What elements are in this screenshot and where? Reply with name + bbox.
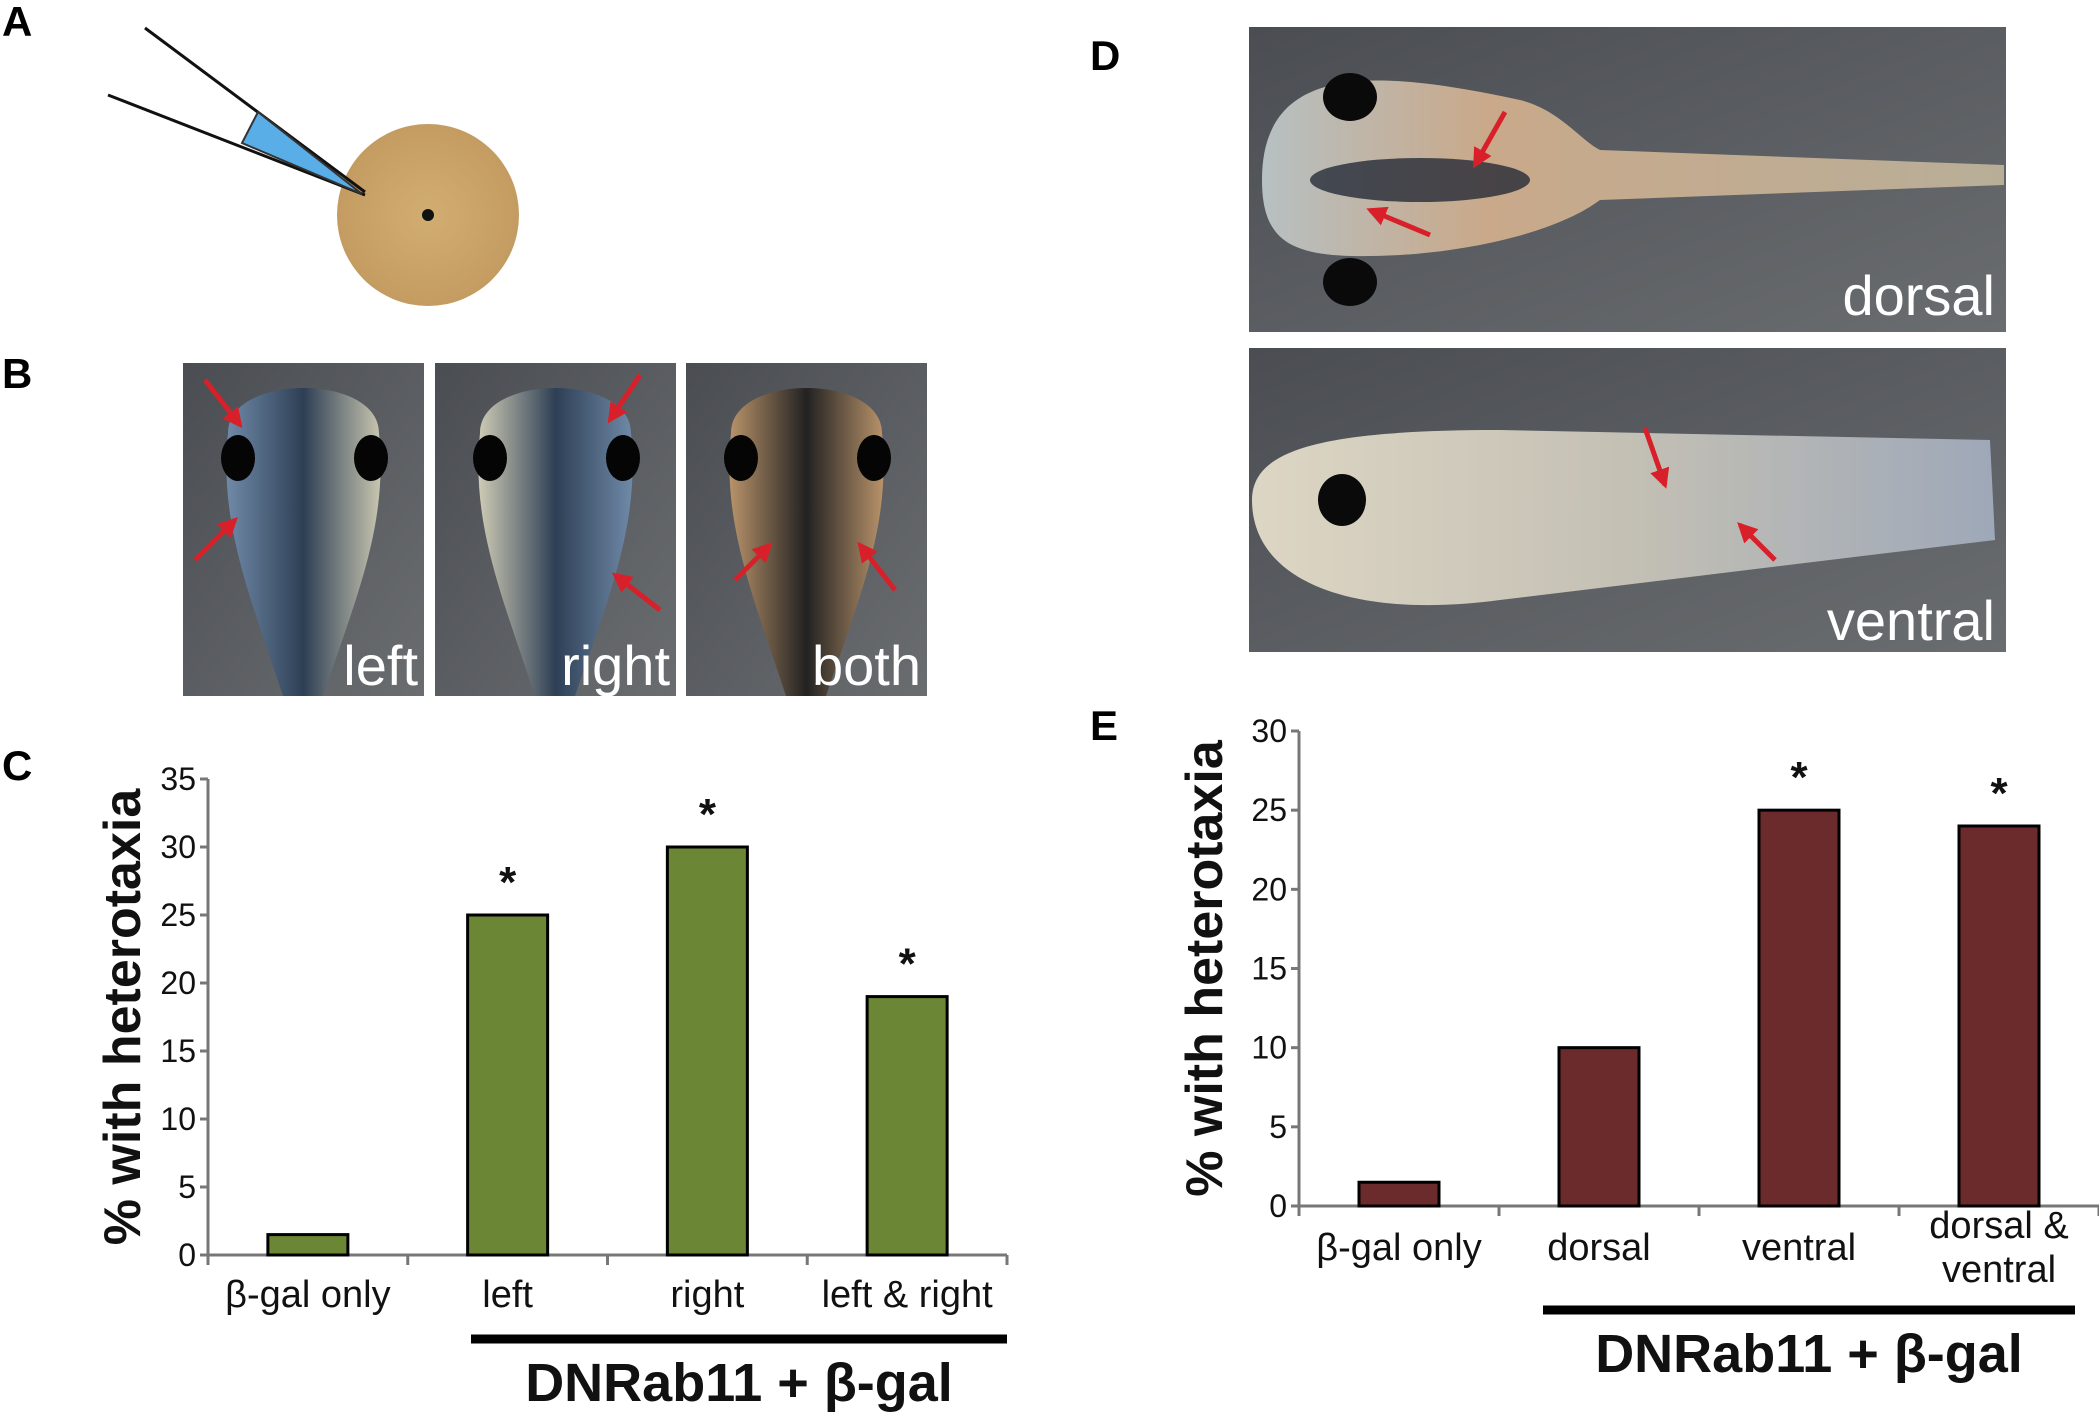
tadpole-photo-both: both: [686, 363, 927, 697]
panel-label-d: D: [1090, 32, 1120, 79]
y-tick-label: 15: [1251, 951, 1287, 987]
panel-label-a: A: [2, 0, 32, 45]
y-tick-label: 35: [160, 761, 196, 797]
y-tick-label: 0: [1269, 1188, 1287, 1224]
photo-label-ventral: ventral: [1827, 589, 1995, 652]
group-label: DNRab11 + β-gal: [1595, 1324, 2023, 1384]
y-tick-label: 15: [160, 1033, 196, 1069]
bar: [1357, 1180, 1441, 1208]
photo-label-right: right: [561, 634, 670, 697]
photo-label-left: left: [343, 634, 418, 697]
bar: [266, 1233, 350, 1257]
y-tick-label: 30: [1251, 713, 1287, 749]
x-tick-label: dorsal & ventral: [1929, 1205, 2068, 1291]
y-tick-label: 20: [1251, 871, 1287, 907]
panel-label-c: C: [2, 742, 32, 789]
significance-marker: *: [899, 940, 917, 989]
panel-label-e: E: [1090, 702, 1118, 749]
bar: [1957, 824, 2041, 1208]
needle-fluid: [240, 110, 363, 195]
significance-marker: *: [1790, 753, 1808, 802]
photo-label-dorsal: dorsal: [1842, 264, 1995, 327]
x-tick-label: β-gal only: [225, 1274, 391, 1316]
red-arrow-icon: [193, 517, 238, 562]
x-tick-label: dorsal: [1547, 1227, 1651, 1269]
red-arrow-icon: [611, 572, 662, 612]
tadpole-photo-right: right: [435, 363, 676, 697]
significance-marker: *: [499, 858, 517, 907]
red-arrow-icon: [203, 378, 243, 429]
bar-chart-e: 0 5 10 15 20 25 30 β-gal only dorsal * ventral * dor…: [1176, 713, 2099, 1384]
red-arrow-icon: [733, 542, 773, 582]
egg-nucleus: [422, 209, 434, 221]
red-arrow-icon: [607, 373, 643, 424]
bar: [665, 845, 749, 1257]
tadpole-photo-left: left: [183, 363, 424, 697]
red-arrow-icon: [857, 541, 897, 592]
y-axis-label: % with heterotaxia: [94, 788, 152, 1246]
tadpole-photos-b: left right both: [183, 363, 927, 697]
y-tick-label: 5: [178, 1169, 196, 1205]
group-label: DNRab11 + β-gal: [525, 1353, 953, 1413]
tadpole-photo-dorsal: dorsal: [1249, 27, 2006, 332]
bar-chart-c: 0 5 10 15 20 25 30 35 β-gal only * left * right * left…: [94, 761, 1009, 1413]
photo-label-both: both: [812, 634, 921, 697]
y-tick-label: 10: [160, 1101, 196, 1137]
y-tick-label: 20: [160, 965, 196, 1001]
x-tick-label: ventral: [1742, 1227, 1856, 1269]
bar: [1757, 808, 1841, 1208]
pipette-edge-bottom: [107, 93, 366, 197]
y-tick-label: 25: [1251, 792, 1287, 828]
x-tick-label: left: [482, 1274, 533, 1316]
x-tick-label: β-gal only: [1316, 1227, 1482, 1269]
y-tick-label: 5: [1269, 1109, 1287, 1145]
bar: [466, 913, 550, 1257]
x-tick-label: right: [670, 1274, 744, 1316]
bar: [1557, 1046, 1641, 1208]
injection-diagram: [107, 26, 519, 306]
panel-label-b: B: [2, 350, 32, 397]
y-tick-label: 0: [178, 1237, 196, 1273]
y-tick-label: 10: [1251, 1030, 1287, 1066]
significance-marker: *: [1990, 769, 2008, 818]
significance-marker: *: [699, 790, 717, 839]
pipette-edge-top: [144, 26, 366, 194]
bar: [865, 995, 949, 1257]
y-tick-label: 25: [160, 897, 196, 933]
tadpole-photo-ventral: ventral: [1249, 348, 2006, 652]
y-tick-label: 30: [160, 829, 196, 865]
y-axis-label: % with heterotaxia: [1176, 739, 1234, 1197]
x-tick-label: left & right: [822, 1274, 994, 1316]
